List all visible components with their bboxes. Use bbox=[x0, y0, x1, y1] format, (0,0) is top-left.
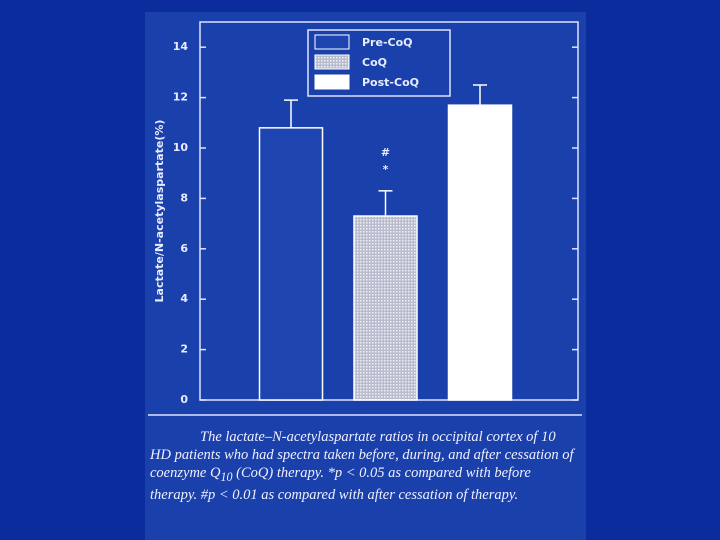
y-tick-label: 4 bbox=[180, 292, 188, 305]
annotation: # bbox=[381, 146, 390, 159]
caption-text: The lactate–N-acetylaspartate ratios in … bbox=[150, 429, 574, 481]
bar bbox=[353, 215, 418, 401]
y-tick-label: 12 bbox=[173, 91, 188, 104]
legend-label: Post-CoQ bbox=[362, 76, 419, 89]
y-tick-label: 0 bbox=[180, 393, 188, 406]
caption-text: (CoQ) therapy. *p < 0.05 as compared wit… bbox=[150, 465, 531, 503]
legend-swatch bbox=[314, 74, 350, 90]
legend-swatch bbox=[314, 54, 350, 70]
y-tick-label: 10 bbox=[173, 141, 189, 154]
y-tick-label: 2 bbox=[180, 343, 188, 356]
legend-label: CoQ bbox=[362, 56, 387, 69]
legend-label: Pre-CoQ bbox=[362, 36, 413, 49]
legend-swatch bbox=[314, 34, 350, 50]
caption-text: 10 bbox=[220, 469, 233, 484]
y-axis-label: Lactate/N-acetylaspartate(%) bbox=[153, 120, 166, 303]
y-tick-label: 6 bbox=[180, 242, 188, 255]
y-tick-label: 14 bbox=[173, 40, 189, 53]
annotation: * bbox=[383, 163, 389, 176]
bar bbox=[258, 127, 324, 401]
caption: The lactate–N-acetylaspartate ratios in … bbox=[150, 428, 580, 504]
y-tick-label: 8 bbox=[180, 191, 188, 204]
bar bbox=[447, 104, 513, 401]
